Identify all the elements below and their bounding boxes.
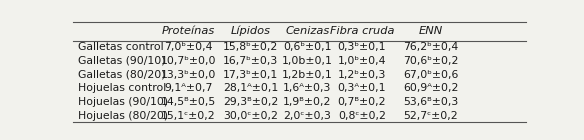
Text: Fibra cruda: Fibra cruda — [329, 26, 394, 36]
Text: 0,3ᴬ±0,1: 0,3ᴬ±0,1 — [338, 83, 386, 93]
Text: 76,2ᵇ±0,4: 76,2ᵇ±0,4 — [403, 42, 458, 52]
Text: 1,6ᴬ±0,3: 1,6ᴬ±0,3 — [283, 83, 332, 93]
Text: 0,8ᶜ±0,2: 0,8ᶜ±0,2 — [338, 111, 385, 121]
Text: 52,7ᶜ±0,2: 52,7ᶜ±0,2 — [403, 111, 458, 121]
Text: 70,6ᵇ±0,2: 70,6ᵇ±0,2 — [403, 56, 458, 66]
Text: Proteínas: Proteínas — [162, 26, 215, 36]
Text: Galletas control: Galletas control — [78, 42, 164, 52]
Text: Hojuelas control: Hojuelas control — [78, 83, 166, 93]
Text: 14,5ᴮ±0,5: 14,5ᴮ±0,5 — [161, 97, 216, 107]
Text: 60,9ᴬ±0,2: 60,9ᴬ±0,2 — [403, 83, 458, 93]
Text: 1,2ᵇ±0,3: 1,2ᵇ±0,3 — [338, 70, 386, 80]
Text: 53,6ᴮ±0,3: 53,6ᴮ±0,3 — [403, 97, 458, 107]
Text: 0,7ᴮ±0,2: 0,7ᴮ±0,2 — [338, 97, 386, 107]
Text: 30,0ᶜ±0,2: 30,0ᶜ±0,2 — [223, 111, 278, 121]
Text: 10,7ᵇ±0,0: 10,7ᵇ±0,0 — [161, 56, 216, 66]
Text: 13,3ᵇ±0,0: 13,3ᵇ±0,0 — [161, 70, 216, 80]
Text: ENN: ENN — [418, 26, 443, 36]
Text: 9,1ᴬ±0,7: 9,1ᴬ±0,7 — [164, 83, 213, 93]
Text: 67,0ᵇ±0,6: 67,0ᵇ±0,6 — [403, 70, 458, 80]
Text: 1,2b±0,1: 1,2b±0,1 — [282, 70, 333, 80]
Text: 2,0ᶜ±0,3: 2,0ᶜ±0,3 — [283, 111, 331, 121]
Text: Hojuelas (80/20): Hojuelas (80/20) — [78, 111, 169, 121]
Text: 15,8ᵇ±0,2: 15,8ᵇ±0,2 — [223, 42, 278, 52]
Text: 7,0ᵇ±0,4: 7,0ᵇ±0,4 — [164, 42, 213, 52]
Text: Galletas (90/10): Galletas (90/10) — [78, 56, 166, 66]
Text: 0,3ᵇ±0,1: 0,3ᵇ±0,1 — [338, 42, 386, 52]
Text: 1,0b±0,1: 1,0b±0,1 — [282, 56, 333, 66]
Text: 1,9ᴮ±0,2: 1,9ᴮ±0,2 — [283, 97, 332, 107]
Text: 15,1ᶜ±0,2: 15,1ᶜ±0,2 — [161, 111, 215, 121]
Text: Hojuelas (90/10): Hojuelas (90/10) — [78, 97, 169, 107]
Text: Cenizas: Cenizas — [286, 26, 329, 36]
Text: 0,6ᵇ±0,1: 0,6ᵇ±0,1 — [283, 42, 332, 52]
Text: 28,1ᴬ±0,1: 28,1ᴬ±0,1 — [223, 83, 278, 93]
Text: 1,0ᵇ±0,4: 1,0ᵇ±0,4 — [338, 56, 386, 66]
Text: Galletas (80/20): Galletas (80/20) — [78, 70, 166, 80]
Text: 16,7ᵇ±0,3: 16,7ᵇ±0,3 — [223, 56, 278, 66]
Text: 29,3ᴮ±0,2: 29,3ᴮ±0,2 — [223, 97, 278, 107]
Text: 17,3ᵇ±0,1: 17,3ᵇ±0,1 — [223, 70, 278, 80]
Text: Lípidos: Lípidos — [231, 26, 270, 36]
